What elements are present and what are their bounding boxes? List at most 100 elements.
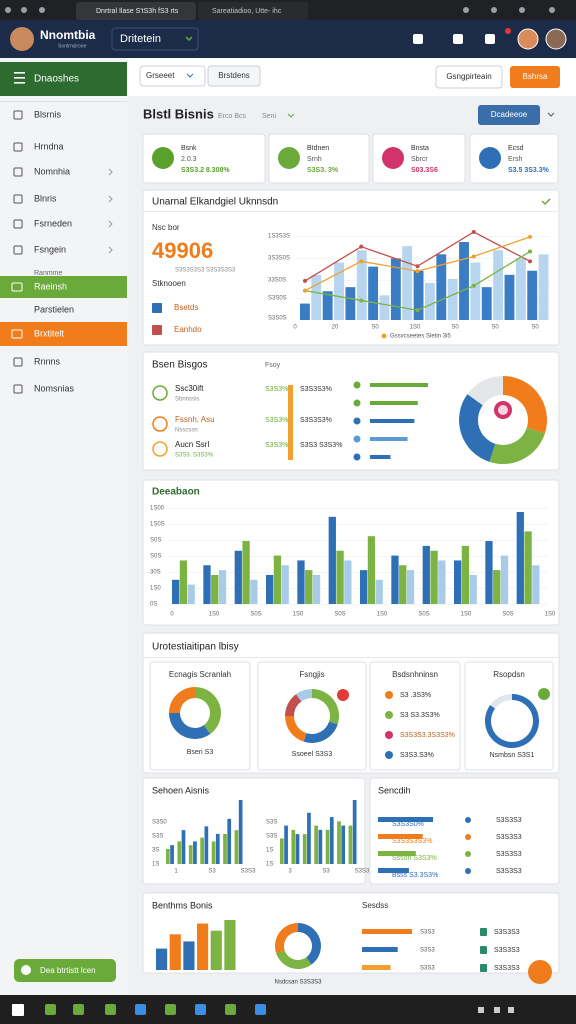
- tab-label: Brstdens: [218, 71, 250, 80]
- taskbar-app[interactable]: [105, 1004, 116, 1015]
- nav-item[interactable]: Parstielen: [34, 304, 74, 314]
- cta-button[interactable]: [14, 959, 116, 982]
- bar: [197, 923, 209, 970]
- bar: [281, 565, 289, 604]
- nav-item[interactable]: Raeinsh: [34, 281, 67, 291]
- browser-tab[interactable]: [76, 2, 196, 20]
- header-icon[interactable]: [413, 34, 423, 44]
- bar: [370, 455, 391, 459]
- card: [469, 133, 559, 184]
- grid-line: [298, 236, 550, 237]
- page-title: Blstl Bisnis: [143, 106, 214, 121]
- nav-item[interactable]: Hrndna: [34, 141, 64, 151]
- bar: [362, 965, 391, 970]
- filter-select[interactable]: [139, 65, 206, 87]
- y-label: 33S0S: [268, 278, 286, 284]
- divider: [143, 657, 559, 658]
- row-name: Ssc30ift: [175, 384, 204, 393]
- y-label: 1S: [152, 862, 159, 868]
- grid-line: [298, 298, 550, 299]
- bar: [211, 841, 216, 864]
- bar: [210, 930, 222, 970]
- card-title: Rsopdsn: [493, 670, 525, 679]
- card-title: Bsdsnhninsn: [392, 670, 438, 679]
- nav-icon: [11, 282, 23, 292]
- row-pct: S3S3%: [265, 386, 288, 393]
- browser-button: [463, 7, 469, 13]
- nav-item[interactable]: Rnnns: [34, 356, 61, 366]
- x-label: 1S0: [293, 612, 304, 618]
- chevron: [108, 220, 113, 228]
- browser-tab[interactable]: [198, 2, 308, 20]
- bar: [250, 579, 258, 604]
- taskbar-app[interactable]: [135, 1004, 146, 1015]
- taskbar-app[interactable]: [255, 1004, 266, 1015]
- bar: [378, 817, 433, 822]
- kpi-value: Sbrcr: [411, 156, 428, 163]
- bar: [224, 920, 236, 970]
- bar: [367, 536, 376, 604]
- nav-icon: [13, 142, 23, 152]
- taskbar-app[interactable]: [195, 1004, 206, 1015]
- nav-item[interactable]: Nomsnias: [34, 383, 75, 393]
- donut-segment: [285, 716, 307, 742]
- bar: [329, 817, 334, 864]
- nav-item[interactable]: Blnris: [34, 193, 57, 203]
- bar: [378, 834, 423, 839]
- taskbar-app[interactable]: [73, 1004, 84, 1015]
- tray-icon: [508, 1007, 514, 1013]
- nav-item[interactable]: Fsngein: [34, 244, 66, 254]
- action-button[interactable]: [478, 105, 540, 125]
- nav-item[interactable]: Nomnhia: [34, 166, 70, 176]
- nav-item[interactable]: Fsrneden: [34, 218, 72, 228]
- line-point: [415, 264, 420, 269]
- nav-item[interactable]: Brxtitelt: [34, 328, 65, 338]
- sidebar-header: [0, 62, 127, 96]
- bar: [391, 555, 399, 604]
- header-icon[interactable]: [453, 34, 463, 44]
- bar: [461, 545, 470, 604]
- row-dot: [465, 834, 471, 840]
- bar: [215, 833, 220, 864]
- card-title: Fsngjis: [299, 670, 324, 679]
- y-label: S3S0S: [268, 296, 287, 302]
- menu-icon: [14, 82, 25, 84]
- start-button[interactable]: [12, 1004, 24, 1016]
- divider: [143, 211, 559, 212]
- bar: [234, 830, 239, 864]
- bar: [211, 574, 219, 604]
- y-label: 1S0S: [150, 522, 165, 528]
- bar: [504, 274, 515, 320]
- kpi-icon: [152, 147, 174, 169]
- taskbar-app[interactable]: [225, 1004, 236, 1015]
- taskbar-app[interactable]: [165, 1004, 176, 1015]
- card: [372, 133, 466, 184]
- row-sub: Nsscssn: [175, 428, 198, 434]
- bar: [295, 834, 300, 864]
- workspace-select[interactable]: [111, 27, 199, 51]
- line-point: [359, 244, 364, 249]
- x-label: 1S0: [377, 612, 388, 618]
- secondary-button[interactable]: [435, 65, 503, 89]
- x-label: S0S: [334, 612, 345, 618]
- nav-item[interactable]: Blsrnis: [34, 109, 62, 119]
- primary-button[interactable]: [510, 66, 560, 88]
- header-icon[interactable]: [485, 34, 495, 44]
- y-label: 30S: [150, 570, 161, 576]
- kpi-icon: [278, 147, 300, 169]
- bar: [352, 800, 357, 864]
- bar: [370, 437, 408, 441]
- bar: [390, 258, 401, 320]
- bar: [336, 550, 344, 604]
- button-label: Bshrsa: [523, 72, 548, 81]
- line-point: [528, 249, 532, 254]
- row-value: S3S3S3: [494, 947, 520, 954]
- taskbar-app[interactable]: [45, 1004, 56, 1015]
- bar: [341, 825, 346, 864]
- nav-icon: [13, 194, 23, 204]
- bar: [203, 565, 211, 604]
- line-point: [528, 259, 532, 264]
- card: [268, 133, 370, 184]
- kpi-value: Ersh: [508, 156, 523, 163]
- tab-button[interactable]: [207, 65, 261, 87]
